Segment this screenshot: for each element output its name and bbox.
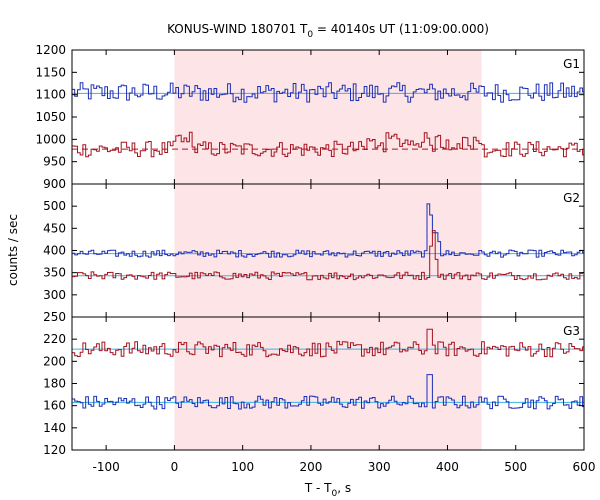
y-tick-label: 400 (43, 244, 66, 258)
xlabel-subscript: 0 (332, 489, 338, 499)
x-axis-label: T - T0, s (304, 481, 351, 499)
series-g3-blue (72, 374, 584, 410)
y-tick-label: 200 (43, 354, 66, 368)
y-tick-label: 220 (43, 332, 66, 346)
series-g2-blue (72, 203, 584, 258)
x-tick-label: -100 (93, 460, 120, 474)
xlabel-prefix: T - T (304, 481, 332, 495)
y-tick-label: 1200 (35, 43, 66, 57)
xlabel-suffix: , s (337, 481, 351, 495)
y-tick-label: 1150 (35, 65, 66, 79)
panel-label: G2 (563, 191, 580, 205)
title-prefix: KONUS-WIND 180701 T (167, 22, 308, 36)
y-tick-label: 900 (43, 177, 66, 191)
burst-interval-highlight (174, 50, 482, 450)
series-g3-red (72, 328, 584, 358)
title-subscript: 0 (307, 30, 313, 40)
x-tick-label: 500 (504, 460, 527, 474)
panel-label: G3 (563, 324, 580, 338)
y-tick-label: 140 (43, 421, 66, 435)
x-tick-label: 300 (368, 460, 391, 474)
y-tick-label: 350 (43, 266, 66, 280)
x-tick-label: 200 (299, 460, 322, 474)
y-tick-label: 500 (43, 199, 66, 213)
panel-g2: 250 300 350 400 450 500 G2 (43, 183, 585, 324)
y-tick-label: 1100 (35, 88, 66, 102)
y-tick-label: 180 (43, 377, 66, 391)
x-tick-label: 100 (231, 460, 254, 474)
y-tick-label: 450 (43, 221, 66, 235)
series-g1-blue (72, 82, 584, 103)
y-tick-label: 250 (43, 310, 66, 324)
x-tick-label: 0 (171, 460, 179, 474)
title-suffix: = 40140s UT (11:09:00.000) (313, 22, 489, 36)
y-tick-label: 160 (43, 399, 66, 413)
series-g2-red (72, 230, 584, 281)
chart-title: KONUS-WIND 180701 T0 = 40140s UT (11:09:… (167, 22, 489, 40)
series-g1-red (72, 131, 584, 158)
y-tick-label: 1050 (35, 110, 66, 124)
y-tick-label: 1000 (35, 132, 66, 146)
y-axis-label: counts / sec (6, 214, 20, 286)
y-tick-label: 950 (43, 155, 66, 169)
panel-g1: 900 950 1000 1050 1100 1150 1200 G1 (35, 43, 585, 191)
panel-g3: 120 140 160 180 200 220 G3 (43, 316, 585, 457)
x-tick-label: 600 (573, 460, 596, 474)
y-tick-label: 120 (43, 443, 66, 457)
panel-label: G1 (563, 57, 580, 71)
panels-layer: 90095010001050110011501200G1250300350400… (35, 43, 595, 474)
x-tick-label: 400 (436, 460, 459, 474)
y-tick-label: 300 (43, 288, 66, 302)
